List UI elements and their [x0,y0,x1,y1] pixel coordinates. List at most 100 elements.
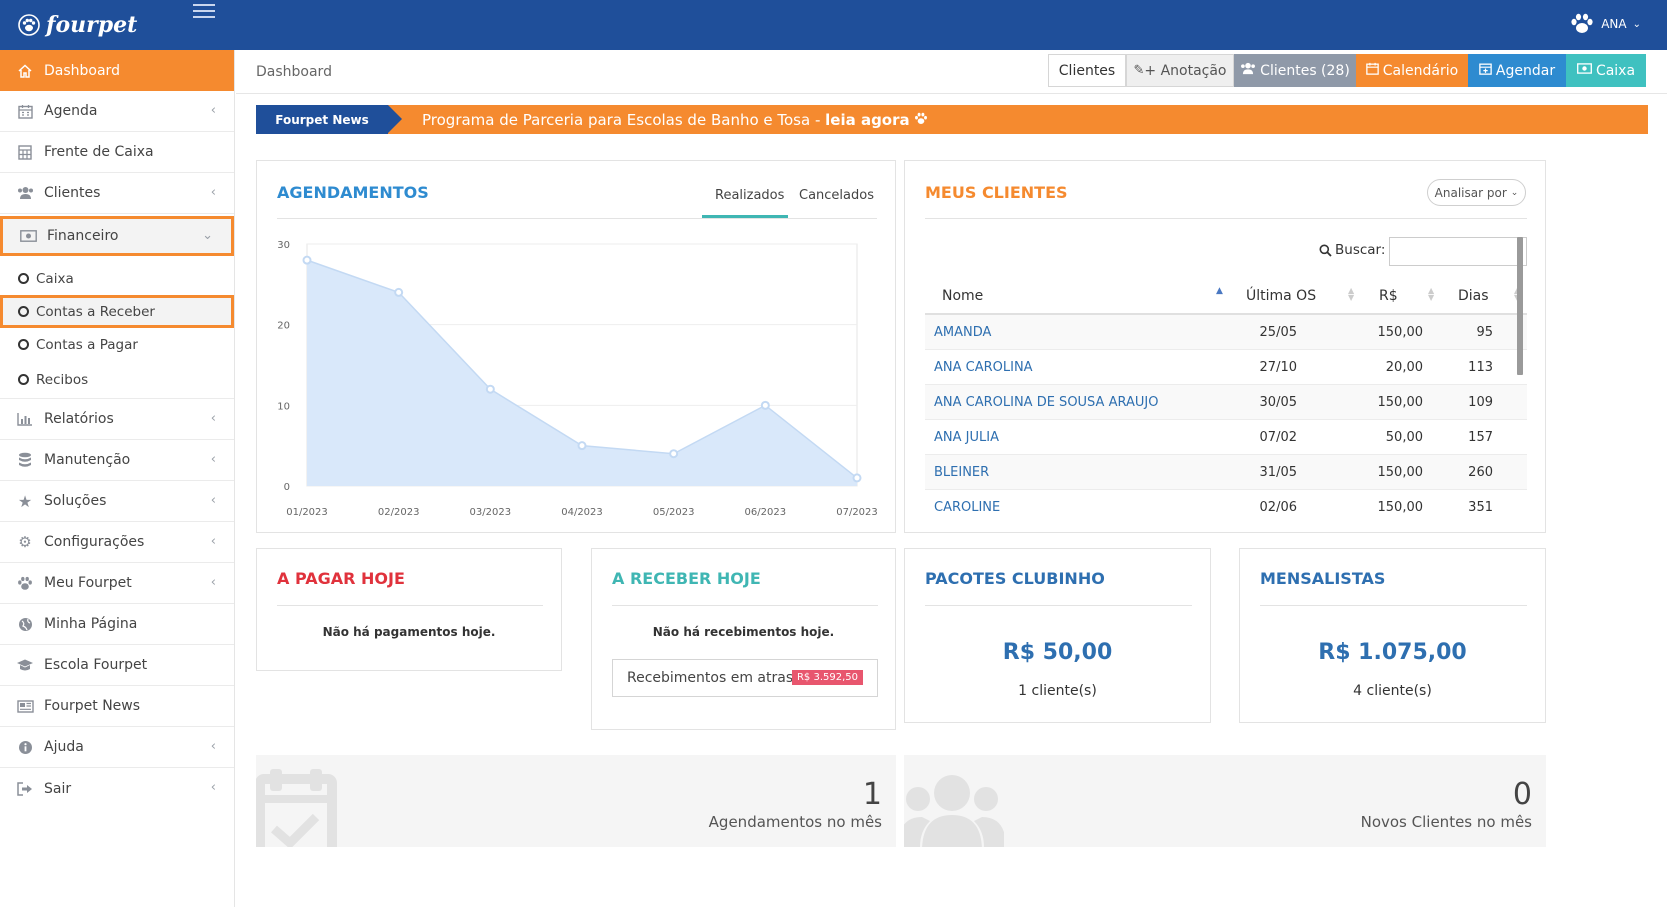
agendamentos-chart: 0 10 20 30 01/2023 02/2023 03/2023 04/2023 05/20… [277,240,878,518]
user-avatar-icon [1571,13,1593,33]
table-row[interactable]: BLEINER 31/05 150,00 260 [925,455,1527,490]
caixa-button[interactable]: Caixa [1566,54,1646,87]
cell-dias: 157 [1468,429,1493,445]
table-row[interactable]: ANA JULIA 07/02 50,00 157 [925,420,1527,455]
sidebar-item-dashboard[interactable]: Dashboard [0,50,234,91]
x-tick-label: 03/2023 [470,507,512,518]
col-header-nome[interactable]: Nome [942,288,984,304]
sidebar-item-fourpet-news[interactable]: Fourpet News [0,686,234,727]
sidebar-item-financeiro[interactable]: Financeiro ⌄ [0,216,234,256]
client-name-link[interactable]: ANA CAROLINA DE SOUSA ARAUJO [934,394,1159,410]
money-icon [1576,63,1592,78]
cell-valor: 50,00 [1385,429,1423,445]
sidebar-item-configuracoes[interactable]: ⚙ Configurações ‹ [0,522,234,563]
sidebar-item-escola-fourpet[interactable]: Escola Fourpet [0,645,234,686]
client-name-link[interactable]: ANA CAROLINA [934,359,1033,375]
home-icon [16,63,34,79]
menu-toggle-icon[interactable] [193,4,215,20]
analisar-por-button[interactable]: Analisar por ⌄ [1427,179,1526,206]
sidebar-item-frente-de-caixa[interactable]: Frente de Caixa [0,132,234,173]
submenu-item-contas-a-receber[interactable]: Contas a Receber [0,295,234,328]
divider [925,605,1192,606]
sort-icon[interactable]: ▲▼ [1348,286,1355,302]
agendar-button[interactable]: Agendar [1468,54,1566,87]
submenu-item-caixa[interactable]: Caixa [0,262,234,295]
sidebar-item-sair[interactable]: Sair ‹ [0,768,234,809]
y-tick-label: 10 [277,401,290,412]
atraso-label: Recebimentos em atraso [627,670,802,686]
submenu-item-label: Caixa [36,270,74,287]
submenu-item-label: Recibos [36,371,89,388]
submenu-item-label: Contas a Receber [36,303,155,320]
table-row[interactable]: CAROLINE 02/06 150,00 351 [925,490,1527,525]
calendar-check-icon [256,769,337,847]
sidebar-item-relatorios[interactable]: Relatórios ‹ [0,399,234,440]
sort-icon[interactable]: ▲▼ [1428,286,1435,302]
recebimentos-em-atraso[interactable]: Recebimentos em atraso R$ 3.592,50 [612,659,878,697]
client-name-link[interactable]: AMANDA [934,324,992,340]
database-icon [16,452,34,468]
agendamentos-panel: AGENDAMENTOS Realizados Cancelados 0 10 20… [256,160,896,533]
sidebar: Dashboard Agenda ‹ Frente de Caixa Clien… [0,50,235,907]
sidebar-item-agenda[interactable]: Agenda ‹ [0,91,234,132]
news-headline: Programa de Parceria para Escolas de Ban… [422,111,826,129]
news-link[interactable]: leia agora [825,111,910,129]
breadcrumb-bar: Dashboard Clientes ✎ + Anotação Clientes… [236,50,1667,94]
sidebar-item-solucoes[interactable]: ★ Soluções ‹ [0,481,234,522]
client-name-link[interactable]: ANA JULIA [934,429,999,445]
table-row[interactable]: ANA CAROLINA DE SOUSA ARAUJO 30/05 150,0… [925,385,1527,420]
search-input[interactable] [1389,237,1527,266]
gears-icon: ⚙ [18,533,32,551]
sidebar-item-ajuda[interactable]: Ajuda ‹ [0,727,234,768]
sidebar-item-clientes[interactable]: Clientes ‹ [0,173,234,214]
atraso-badge: R$ 3.592,50 [791,670,863,685]
tab-cancelados[interactable]: Cancelados [799,188,874,203]
tab-active-underline [702,215,788,218]
col-header-dias[interactable]: Dias [1458,288,1489,304]
col-header-ultima-os[interactable]: Última OS [1246,288,1317,304]
submenu-item-recibos[interactable]: Recibos [0,361,234,399]
paw-logo-icon [18,14,40,36]
bar-chart-icon [16,411,34,427]
clientes-button[interactable]: Clientes [1048,54,1126,87]
table-scrollbar[interactable] [1517,237,1523,375]
divider [925,218,1527,219]
sidebar-item-manutencao[interactable]: Manutenção ‹ [0,440,234,481]
mensalistas-valor: R$ 1.075,00 [1318,640,1467,665]
chevron-down-icon: ⌄ [1510,187,1519,198]
submenu-item-contas-a-pagar[interactable]: Contas a Pagar [0,328,234,361]
user-menu[interactable]: ANA ⌄ [1569,12,1641,36]
news-banner[interactable]: Fourpet News Programa de Parceria para E… [256,105,1648,134]
cell-valor: 20,00 [1385,359,1423,375]
a-receber-hoje-panel: A RECEBER HOJE Não há recebimentos hoje.… [591,548,896,730]
pacotes-clubinho-panel: PACOTES CLUBINHO R$ 50,00 1 cliente(s) [904,548,1211,723]
cell-ultima-os: 02/06 [1259,500,1297,515]
sort-asc-icon[interactable]: ▲ [1216,286,1223,296]
client-name-link[interactable]: CAROLINE [934,500,1001,515]
globe-icon [16,616,34,632]
anotacao-button[interactable]: ✎ + Anotação [1126,54,1234,87]
circle-icon [18,273,29,284]
table-row[interactable]: AMANDA 25/05 150,00 95 [925,315,1527,350]
calendario-button[interactable]: Calendário [1356,54,1468,87]
logo[interactable]: fourpet [18,8,137,42]
sidebar-item-label: Ajuda [44,739,84,755]
paw-icon [914,111,928,129]
a-pagar-msg: Não há pagamentos hoje. [322,625,496,639]
meus-clientes-title: MEUS CLIENTES [925,183,1068,202]
chevron-left-icon: ‹ [210,534,216,549]
search-icon [1319,244,1332,257]
clientes-count-button[interactable]: Clientes (28) [1234,54,1356,87]
sidebar-item-label: Manutenção [44,452,131,468]
table-row[interactable]: ANA CAROLINA 27/10 20,00 113 [925,350,1527,385]
sidebar-item-label: Clientes [44,185,101,201]
col-header-valor[interactable]: R$ [1379,288,1398,304]
financeiro-submenu: Caixa Contas a Receber Contas a Pagar Re… [0,258,234,399]
x-tick-label: 01/2023 [286,507,328,518]
cell-valor: 150,00 [1377,394,1424,410]
chevron-left-icon: ‹ [210,185,216,200]
sidebar-item-meu-fourpet[interactable]: Meu Fourpet ‹ [0,563,234,604]
client-name-link[interactable]: BLEINER [934,464,990,480]
sidebar-item-minha-pagina[interactable]: Minha Página [0,604,234,645]
tab-realizados[interactable]: Realizados [715,188,785,203]
